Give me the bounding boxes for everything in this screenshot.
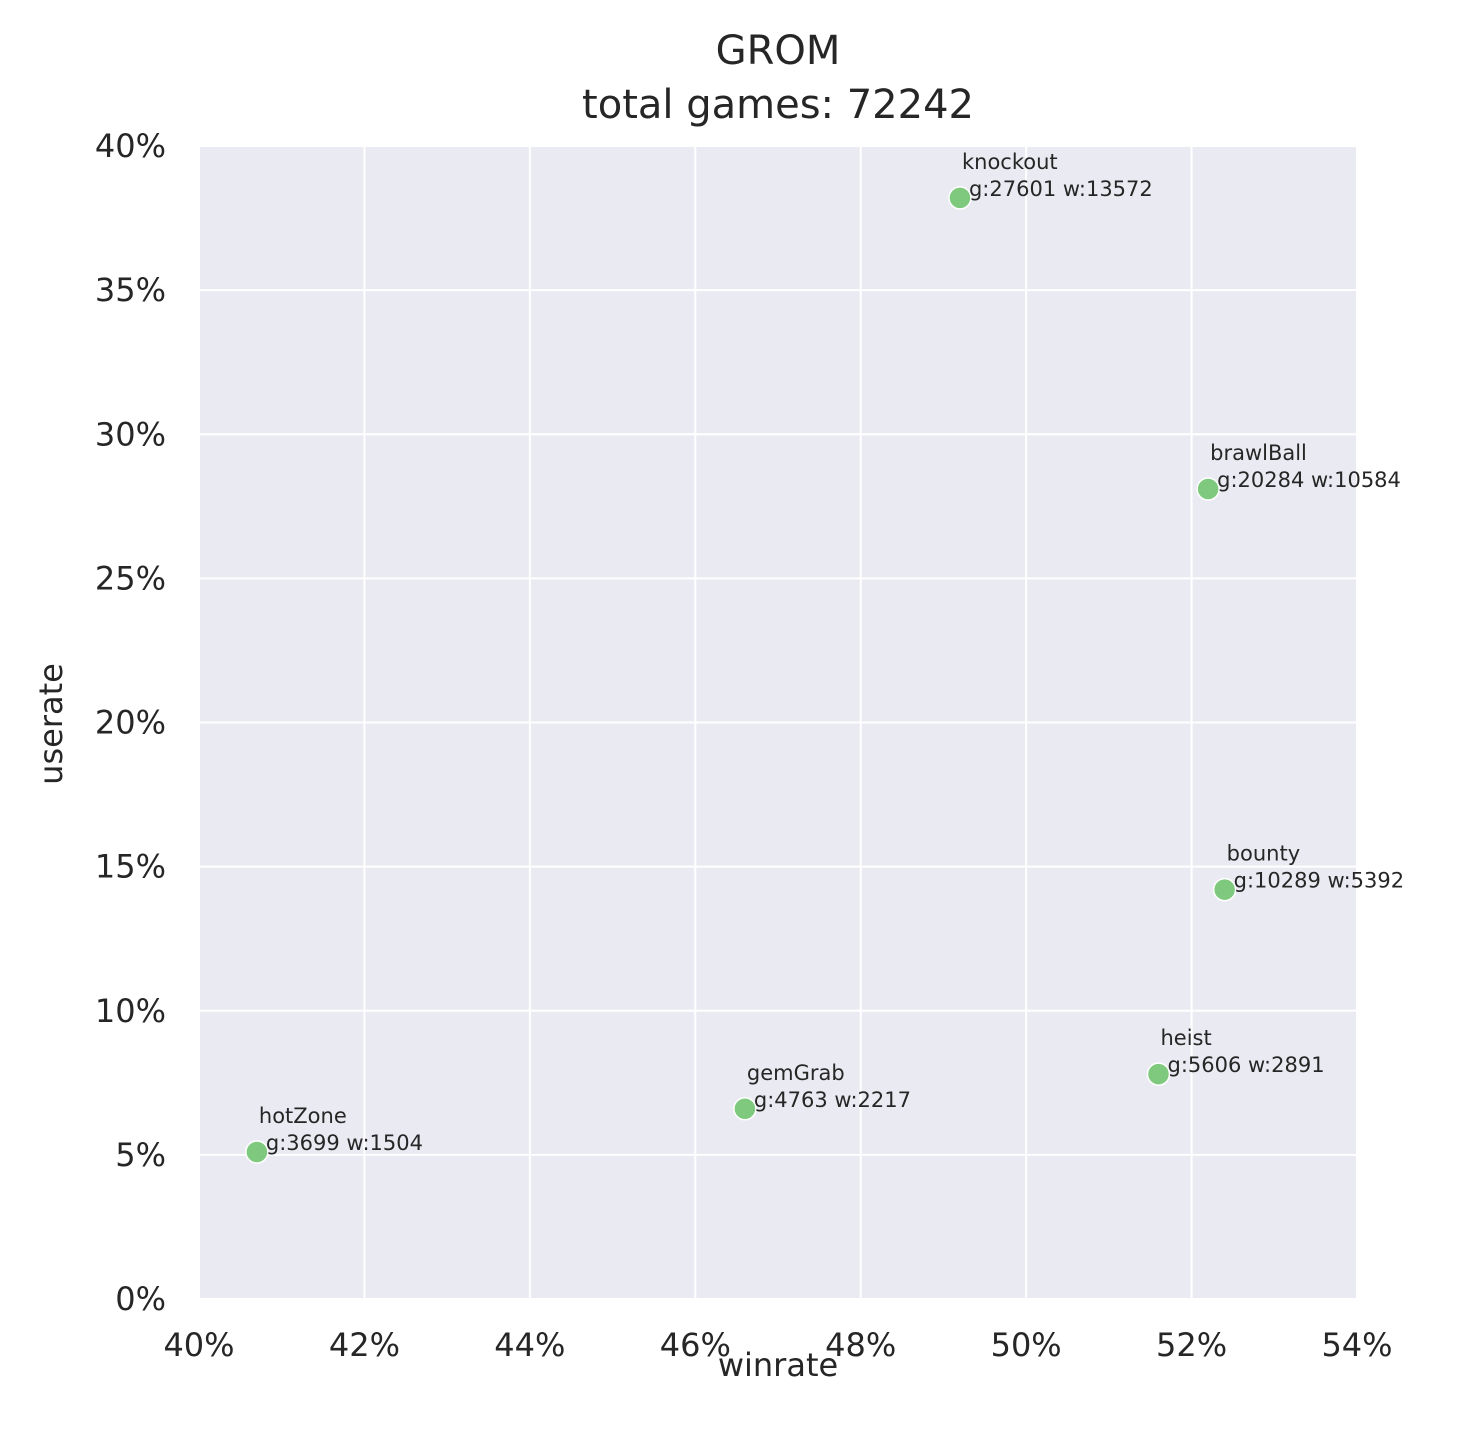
x-tick-label: 50% [991,1326,1062,1364]
y-tick-label: 25% [95,559,166,597]
y-tick-label: 35% [95,271,166,309]
data-point-hotZone [245,1140,269,1164]
point-label-stats: g:3699 w:1504 [266,1131,423,1155]
data-point-bounty [1212,877,1237,902]
point-label-name: heist [1160,1026,1211,1050]
y-tick-label: 20% [95,704,166,742]
x-axis-label: winrate [718,1346,838,1384]
y-tick-label: 40% [95,127,166,165]
point-label-name: knockout [962,150,1058,174]
x-tick-label: 46% [660,1326,731,1364]
chart-title: GROM [716,28,841,74]
data-point-brawlBall [1196,477,1220,501]
point-label-stats: g:5606 w:2891 [1167,1053,1324,1077]
y-axis-label: userate [32,663,70,785]
x-tick-label: 44% [494,1326,565,1364]
point-label-stats: g:20284 w:10584 [1217,468,1401,492]
y-tick-label: 5% [115,1136,166,1174]
data-point-knockout [948,186,972,210]
y-tick-label: 0% [115,1280,166,1318]
data-points [245,186,1237,1164]
point-label-stats: g:27601 w:13572 [969,177,1153,201]
grid-lines [198,145,1358,1300]
point-label-stats: g:4763 w:2217 [754,1088,911,1112]
x-tick-label: 48% [825,1326,896,1364]
x-tick-label: 52% [1156,1326,1227,1364]
point-annotations: knockout g:27601 w:13572 brawlBall g:20284 … [259,150,1404,1155]
point-label-name: brawlBall [1210,441,1307,465]
point-label-stats: g:10289 w:5392 [1234,869,1404,893]
y-tick-label: 30% [95,415,166,453]
x-tick-label: 42% [329,1326,400,1364]
x-tick-label: 54% [1321,1326,1392,1364]
point-label-name: hotZone [259,1104,347,1128]
data-point-gemGrab [733,1097,757,1121]
point-label-name: gemGrab [747,1061,845,1085]
y-tick-label: 10% [95,992,166,1030]
x-tick-label: 40% [163,1326,234,1364]
point-label-name: bounty [1227,842,1300,866]
y-tick-labels: 0% 5% 10% 15% 20% 25% 30% 35% 40% [95,127,166,1318]
y-tick-label: 15% [95,848,166,886]
chart-subtitle: total games: 72242 [582,82,974,128]
x-tick-labels: 40% 42% 44% 46% 48% 50% 52% 54% [163,1326,1392,1364]
data-point-heist [1146,1062,1171,1086]
